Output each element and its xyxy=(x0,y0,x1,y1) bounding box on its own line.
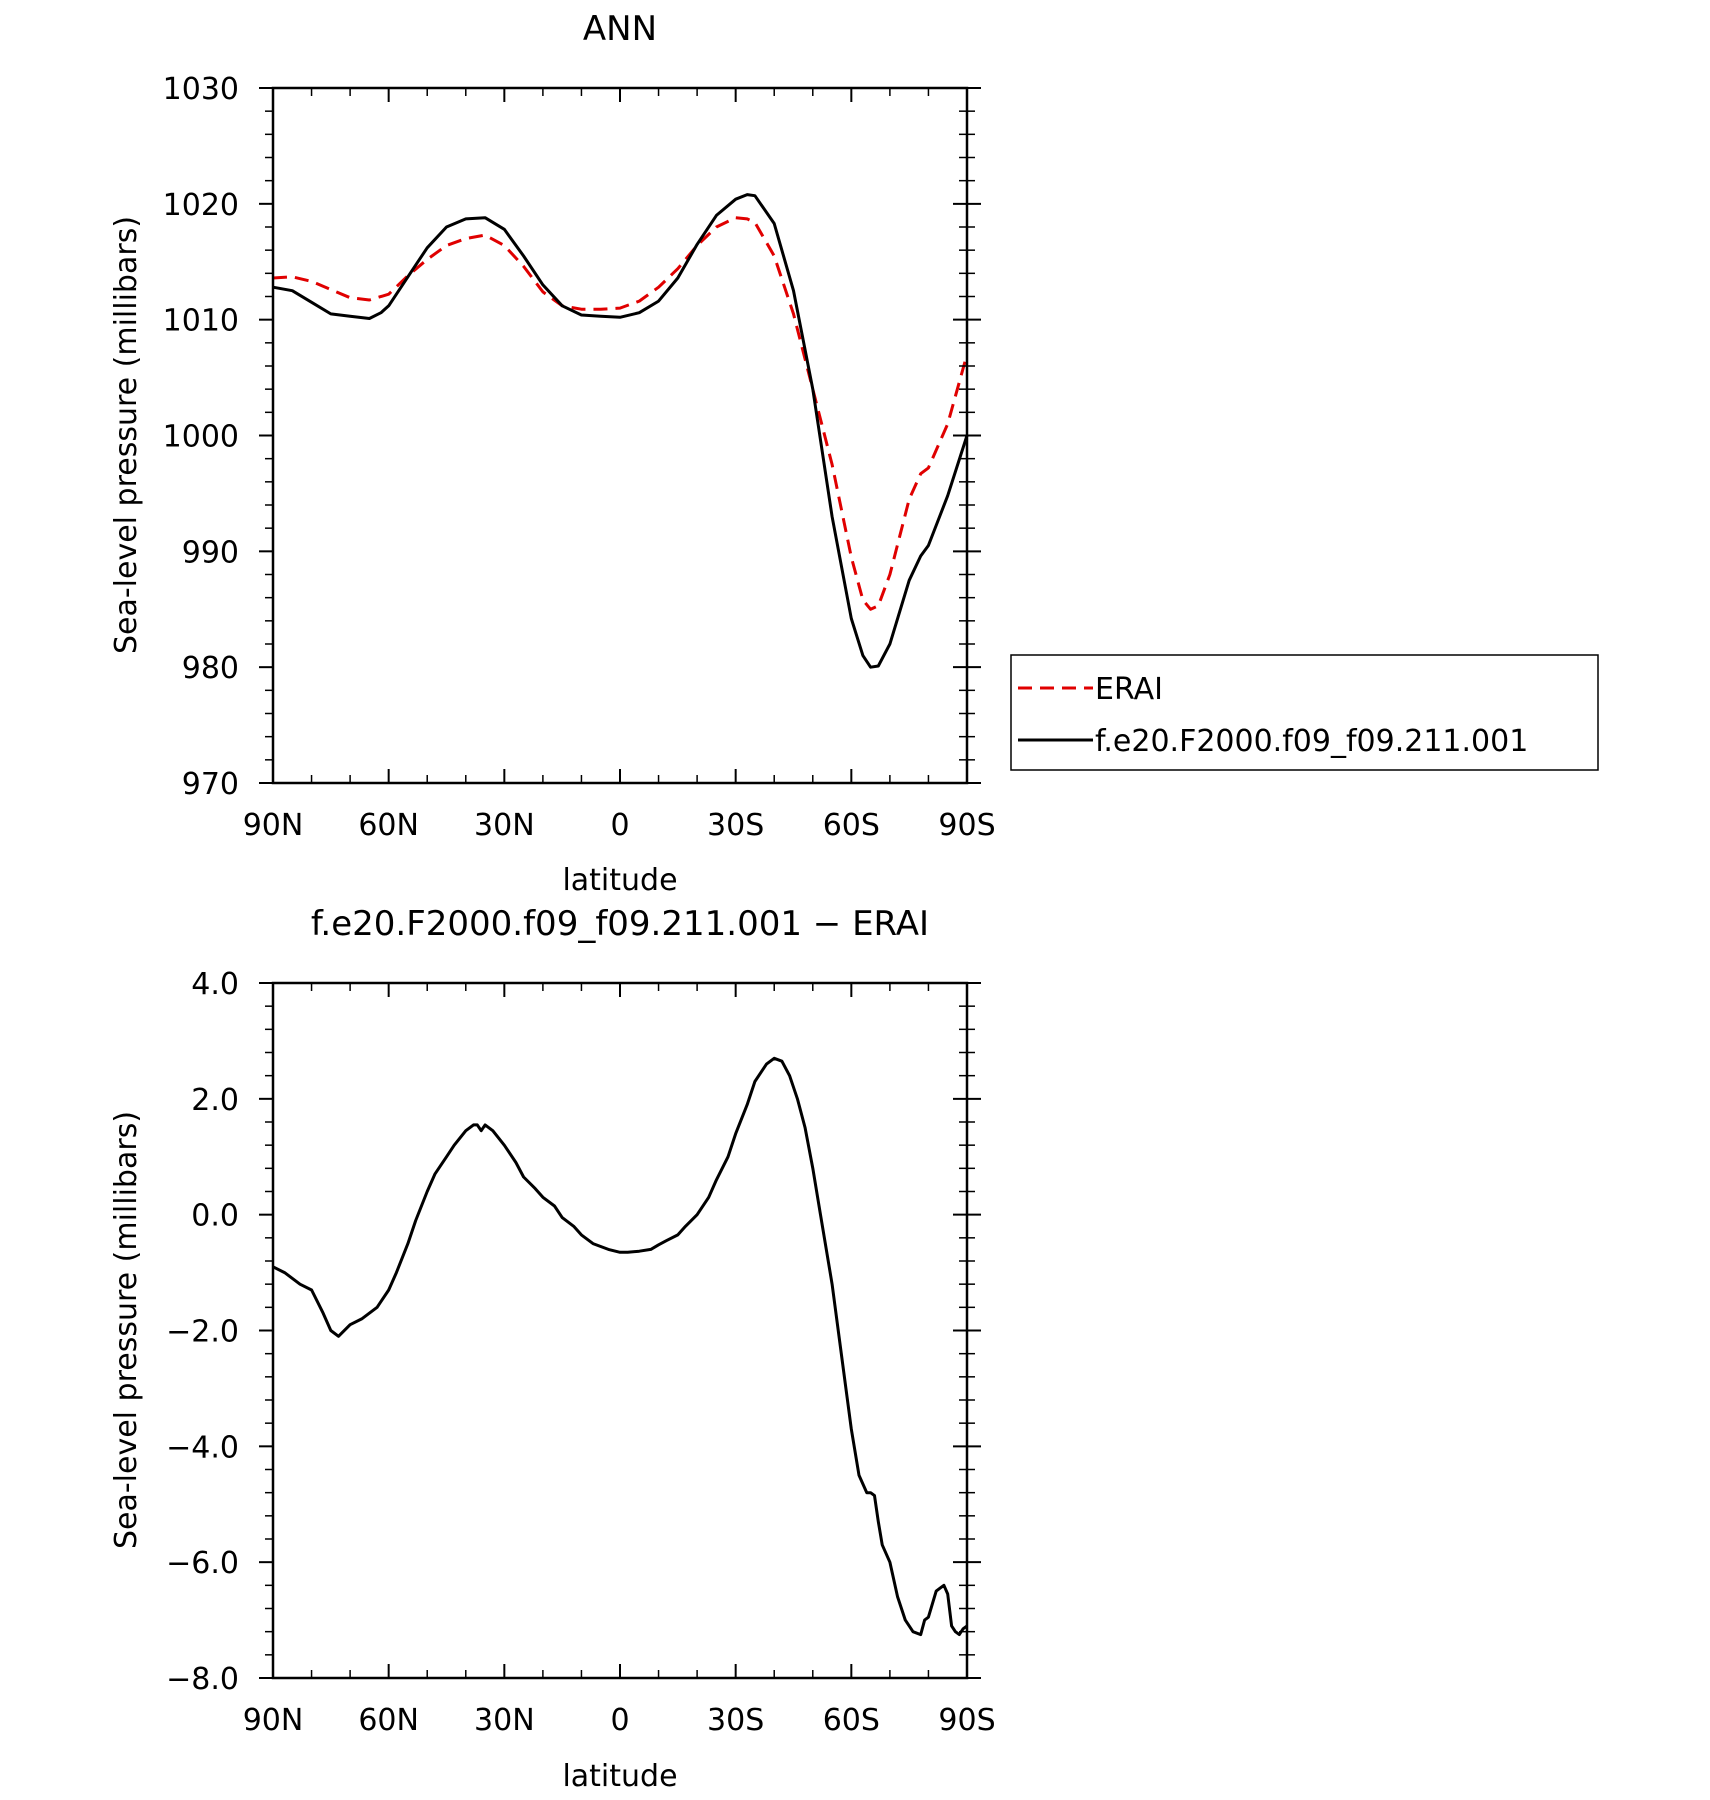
bottom-x-tick-label: 60S xyxy=(823,1703,880,1738)
top-x-tick-label: 60S xyxy=(823,808,880,843)
top-y-tick-label: 1020 xyxy=(163,188,239,223)
bottom-panel: f.e20.F2000.f09_f09.211.001 − ERAI 90N 60… xyxy=(109,904,996,1794)
top-x-tick-label: 90N xyxy=(243,808,304,843)
legend-label-model: f.e20.F2000.f09_f09.211.001 xyxy=(1095,724,1528,759)
top-series-line-erai xyxy=(272,216,969,611)
top-y-tick-label: 1000 xyxy=(163,420,239,455)
top-x-tick-label: 90S xyxy=(938,808,995,843)
bottom-y-tick-label: 2.0 xyxy=(191,1083,239,1118)
top-x-tick-label: 30S xyxy=(707,808,764,843)
bottom-plot-frame xyxy=(271,981,969,1680)
bottom-series-line-model xyxy=(272,1056,968,1637)
bottom-x-tick-label: 60N xyxy=(358,1703,419,1738)
top-y-axis-label: Sea-level pressure (millibars) xyxy=(109,216,144,654)
bottom-y-tick-label: 4.0 xyxy=(191,967,239,1002)
top-series-line-model xyxy=(272,193,969,669)
bottom-y-tick-label: −6.0 xyxy=(166,1546,239,1581)
top-y-tick-label: 980 xyxy=(182,651,239,686)
top-chart-title: ANN xyxy=(583,9,657,49)
legend-box xyxy=(1010,654,1599,771)
bottom-y-tick-label: −8.0 xyxy=(166,1662,239,1697)
bottom-y-tick-label: −4.0 xyxy=(166,1430,239,1465)
legend-label-erai: ERAI xyxy=(1095,672,1163,707)
top-y-tick-label: 990 xyxy=(182,535,239,570)
bottom-x-tick-label: 90N xyxy=(243,1703,304,1738)
top-x-tick-label: 30N xyxy=(474,808,535,843)
bottom-x-tick-label: 90S xyxy=(938,1703,995,1738)
top-x-tick-label: 0 xyxy=(610,808,629,843)
bottom-y-tick-label: −2.0 xyxy=(166,1315,239,1350)
top-y-tick-label: 1030 xyxy=(163,72,239,107)
bottom-y-axis-label: Sea-level pressure (millibars) xyxy=(109,1111,144,1549)
top-panel: ANN 90N 60N 30N 0 30S 60S 90S 970 980 990 1000 1010… xyxy=(109,9,996,898)
bottom-chart-title: f.e20.F2000.f09_f09.211.001 − ERAI xyxy=(311,904,929,944)
top-x-tick-label: 60N xyxy=(358,808,419,843)
bottom-x-tick-label: 30S xyxy=(707,1703,764,1738)
bottom-y-tick-label: 0.0 xyxy=(191,1199,239,1234)
legend: ERAI f.e20.F2000.f09_f09.211.001 xyxy=(1010,654,1599,771)
bottom-x-tick-label: 30N xyxy=(474,1703,535,1738)
bottom-x-tick-label: 0 xyxy=(610,1703,629,1738)
top-y-tick-label: 970 xyxy=(182,767,239,802)
bottom-x-axis-label: latitude xyxy=(562,1759,677,1794)
top-plot-frame xyxy=(271,86,969,785)
top-x-axis-label: latitude xyxy=(562,863,677,898)
top-y-tick-label: 1010 xyxy=(163,304,239,339)
